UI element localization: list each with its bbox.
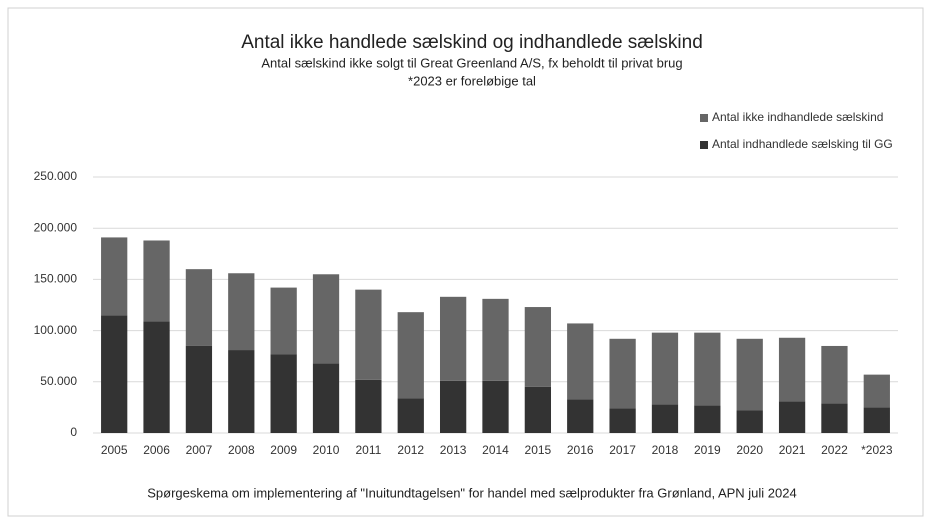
legend-swatch [700, 114, 708, 122]
x-tick-label: 2005 [101, 443, 128, 457]
x-tick-label: 2022 [821, 443, 848, 457]
bar-segment [694, 332, 721, 406]
bar-segment [482, 380, 509, 433]
bar-segment [143, 321, 170, 433]
x-tick-label: 2008 [228, 443, 255, 457]
bar-segment [439, 296, 467, 381]
bar-segment [355, 289, 382, 380]
bar-segment [228, 273, 255, 351]
bar-segment [651, 404, 679, 433]
x-tick-label: 2017 [609, 443, 636, 457]
bar-segment [524, 307, 552, 387]
chart-subtitle: *2023 er foreløbige tal [408, 73, 536, 88]
bar-segment [821, 403, 848, 433]
bar-segment [651, 332, 679, 405]
x-tick-label: 2009 [270, 443, 297, 457]
legend-label: Antal ikke indhandlede sælskind [712, 110, 883, 124]
x-tick-label: 2015 [525, 443, 552, 457]
bar-segment [312, 274, 340, 364]
bar-segment [736, 410, 763, 433]
source-note: Spørgeskema om implementering af "Inuitu… [147, 485, 796, 500]
bar-segment [524, 386, 552, 433]
legend-label: Antal indhandlede sælsking til GG [712, 137, 893, 151]
bar-segment [355, 379, 382, 433]
bar-segment [482, 298, 509, 381]
y-tick-label: 50.000 [40, 374, 77, 388]
bar-segment [101, 237, 128, 316]
bar-segment [397, 312, 424, 399]
x-tick-label: 2021 [779, 443, 806, 457]
x-tick-label: 2016 [567, 443, 594, 457]
x-tick-label: 2019 [694, 443, 721, 457]
y-tick-label: 250.000 [34, 169, 78, 183]
y-tick-label: 0 [70, 425, 77, 439]
x-tick-label: 2014 [482, 443, 509, 457]
bar-segment [863, 407, 890, 433]
bar-segment [609, 408, 636, 433]
bar-segment [185, 345, 213, 433]
legend-swatch [700, 141, 708, 149]
y-tick-label: 100.000 [34, 323, 78, 337]
bar-segment [270, 354, 297, 433]
bar-segment [439, 380, 467, 433]
bar-segment [567, 323, 594, 400]
bar-segment [567, 399, 594, 433]
x-tick-label: 2011 [355, 443, 381, 457]
x-tick-label: 2006 [143, 443, 170, 457]
chart-title: Antal ikke handlede sælskind og indhandl… [241, 32, 703, 53]
chart-subtitle: Antal sælskind ikke solgt til Great Gree… [261, 55, 682, 70]
bar-segment [185, 269, 213, 346]
y-tick-label: 200.000 [34, 220, 78, 234]
bar-segment [101, 315, 128, 433]
x-tick-label: 2018 [652, 443, 679, 457]
x-tick-label: 2007 [186, 443, 213, 457]
x-tick-label: 2010 [313, 443, 340, 457]
bar-segment [821, 345, 848, 404]
bar-segment [312, 363, 340, 433]
bar-segment [143, 240, 170, 322]
bar-segment [736, 338, 763, 411]
x-tick-label: 2012 [397, 443, 424, 457]
x-tick-label: 2013 [440, 443, 467, 457]
y-tick-label: 150.000 [34, 272, 78, 286]
bar-segment [228, 350, 255, 433]
bar-segment [609, 338, 636, 409]
x-tick-label: *2023 [861, 443, 893, 457]
bar-segment [778, 337, 806, 402]
bar-segment [778, 401, 806, 433]
bar-segment [863, 374, 890, 408]
bar-segment [397, 398, 424, 433]
bar-segment [694, 405, 721, 433]
x-tick-label: 2020 [736, 443, 763, 457]
bar-segment [270, 287, 297, 355]
